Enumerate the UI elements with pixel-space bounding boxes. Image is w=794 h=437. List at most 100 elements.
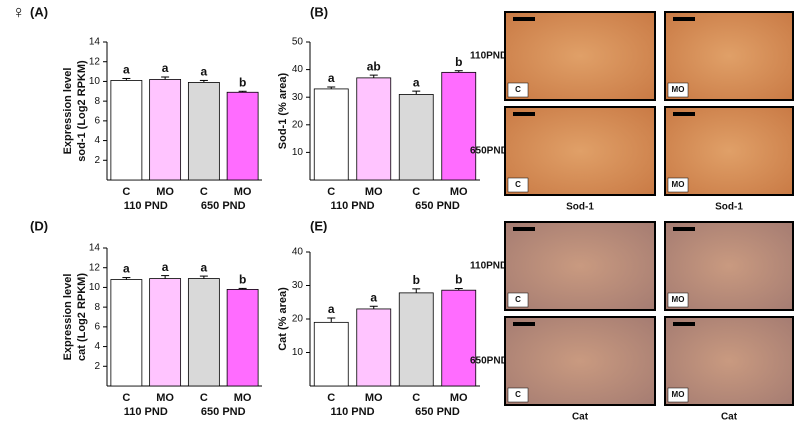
significance-letter: a [413, 75, 420, 89]
column-label: Sod-1 [566, 202, 594, 213]
y-tick-label: 10 [89, 76, 101, 87]
tile-label: C [515, 180, 521, 189]
significance-letter: b [413, 273, 420, 287]
micrograph [504, 106, 656, 196]
bar [313, 88, 349, 181]
female-symbol: ♀ [12, 2, 26, 22]
x-tick-label: MO [365, 392, 383, 404]
tile-label: MO [672, 180, 685, 189]
group-label: 650 PND [201, 406, 246, 418]
x-tick-label: MO [234, 186, 252, 198]
y-tick-label: 40 [292, 247, 304, 258]
y-tick-label: 4 [94, 135, 100, 146]
x-tick-label: MO [450, 186, 468, 198]
group-label: 650 PND [415, 406, 460, 418]
x-tick-label: MO [156, 392, 174, 404]
significance-letter: a [201, 65, 208, 79]
group-label: 650 PND [415, 200, 460, 212]
y-axis-label: Cat (% area) [277, 287, 289, 351]
significance-letter: a [123, 63, 130, 77]
significance-letter: a [201, 260, 208, 274]
micrograph [504, 316, 656, 406]
x-tick-label: C [200, 186, 208, 198]
significance-letter: b [239, 75, 246, 89]
y-tick-label: 10 [292, 347, 304, 358]
panel-label: (D) [30, 218, 48, 233]
x-tick-label: MO [450, 392, 468, 404]
tile-label-box [507, 177, 529, 193]
panel-label: (E) [310, 218, 327, 233]
y-tick-label: 8 [94, 96, 100, 107]
tile-label: C [515, 85, 521, 94]
column-label: Sod-1 [715, 202, 743, 213]
tile-label-box [667, 82, 689, 98]
bar [398, 292, 434, 387]
scale-bar [513, 17, 535, 21]
x-tick-label: C [200, 392, 208, 404]
scale-bar [673, 112, 695, 116]
scale-bar [673, 322, 695, 326]
tile-label: C [515, 390, 521, 399]
y-tick-label: 6 [94, 115, 100, 126]
panel-label: (B) [310, 4, 328, 19]
y-tick-label: 14 [89, 243, 101, 254]
group-label: 650 PND [201, 200, 246, 212]
bar [110, 279, 143, 387]
tile-label: C [515, 295, 521, 304]
tile-label-box [507, 292, 529, 308]
y-axis-label: Sod-1 (% area) [277, 72, 289, 149]
y-tick-label: 10 [292, 147, 304, 158]
row-label: 650PND [470, 356, 508, 367]
tile-label-box [667, 292, 689, 308]
bar [356, 77, 392, 181]
significance-letter: a [328, 71, 335, 85]
significance-letter: ab [367, 59, 381, 73]
y-tick-label: 30 [292, 280, 304, 291]
bar [149, 278, 182, 387]
y-tick-label: 14 [89, 37, 101, 48]
row-label: 110PND [470, 261, 507, 272]
bar [441, 289, 477, 387]
bar [149, 79, 182, 181]
tile-label-box [507, 387, 529, 403]
scale-bar [513, 112, 535, 116]
x-tick-label: C [412, 186, 420, 198]
x-tick-label: MO [365, 186, 383, 198]
y-axis-label: Expression level [62, 68, 74, 155]
y-tick-label: 12 [89, 56, 101, 67]
x-tick-label: C [327, 392, 335, 404]
tile-label-box [667, 387, 689, 403]
group-label: 110 PND [330, 406, 374, 418]
significance-letter: b [239, 273, 246, 287]
significance-letter: a [123, 262, 130, 276]
scale-bar [513, 322, 535, 326]
scale-bar [673, 17, 695, 21]
bar [313, 321, 349, 387]
column-label: Cat [572, 412, 589, 423]
significance-letter: b [455, 55, 462, 69]
group-label: 110 PND [330, 200, 374, 212]
row-label: 110PND [470, 51, 507, 62]
y-axis-label: sod-1 (Log2 RPKM) [76, 60, 88, 162]
bar [187, 278, 220, 387]
y-axis-label: Expression level [62, 274, 74, 361]
y-tick-label: 2 [94, 361, 100, 372]
significance-letter: b [455, 273, 462, 287]
x-tick-label: C [122, 186, 130, 198]
tile-label: MO [672, 295, 685, 304]
micrograph [504, 221, 656, 311]
x-tick-label: C [122, 392, 130, 404]
y-tick-label: 2 [94, 155, 100, 166]
bar [398, 94, 434, 181]
y-tick-label: 20 [292, 119, 304, 130]
scale-bar [673, 227, 695, 231]
tile-label-box [507, 82, 529, 98]
bar [226, 288, 259, 387]
scale-bar [513, 227, 535, 231]
micrograph [504, 11, 656, 101]
y-tick-label: 6 [94, 321, 100, 332]
x-tick-label: C [412, 392, 420, 404]
column-label: Cat [721, 412, 738, 423]
bar [187, 82, 220, 181]
